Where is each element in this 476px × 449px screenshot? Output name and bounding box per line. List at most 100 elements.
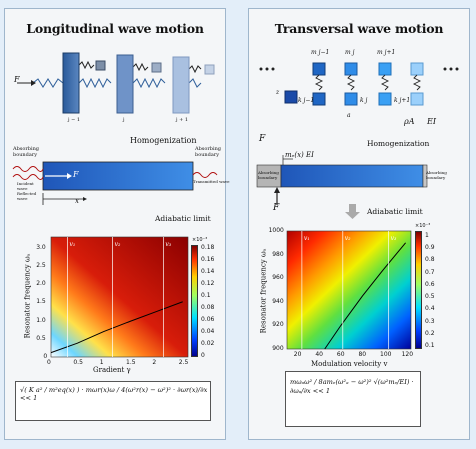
field-label: mₑ(x) EI: [285, 151, 314, 159]
colorbar: [415, 231, 422, 349]
mass-spring-chain: [17, 52, 215, 114]
x-tick-label: 1: [99, 359, 104, 366]
transmitted-wave-label: Transmitted wave: [193, 179, 230, 184]
velocity-marker-label: v₁: [304, 235, 310, 242]
rho-a-label: ρA: [404, 117, 415, 126]
colorbar-tick-label: 0.7: [425, 268, 435, 276]
colorbar-exponent: ×10⁻³: [415, 223, 431, 229]
threshold-curve: [324, 242, 406, 350]
colorbar-tick-label: 0.14: [201, 268, 215, 275]
colorbar-tick-label: 0.2: [425, 329, 435, 337]
y-tick-label: 900: [272, 345, 284, 352]
colorbar-tick-label: 0.6: [425, 280, 435, 288]
y-tick-label: 3.0: [36, 243, 46, 251]
colorbar-tick-label: 0.5: [425, 293, 435, 301]
longitudinal-panel: Longitudinal wave motion F j − 1 j j + 1…: [4, 8, 230, 440]
colorbar-tick-label: 1: [425, 232, 429, 239]
chain-index: j: [123, 117, 125, 123]
colorbar-tick-label: 0.3: [425, 317, 435, 325]
y-tick-label: 2.0: [36, 280, 46, 288]
panel-title: Longitudinal wave motion: [26, 21, 204, 36]
x-axis-label: x: [75, 197, 79, 205]
velocity-marker-label: v₂: [115, 241, 121, 248]
colorbar-tick-label: 0.04: [201, 328, 215, 335]
absorbing-boundary-right: Absorbing boundary: [426, 170, 447, 180]
colorbar-tick-label: 0.4: [425, 305, 435, 313]
colorbar-tick-label: 0.8: [425, 256, 435, 264]
x-tick-label: 40: [315, 351, 323, 358]
left-heatmap-svg: v₁ v₂ v₃: [50, 236, 189, 358]
adiabatic-condition-formula: mωₐω² / 8amₑ(ω²ₐ − ω²)² √(ω²mₑ/EI) · ∂ωₐ…: [285, 371, 421, 427]
adiabatic-limit-label: Adiabatic limit: [367, 207, 423, 216]
z-label: z: [276, 89, 280, 96]
y-tick-label: 960: [272, 274, 284, 282]
mass-label: m j+1: [377, 49, 396, 56]
y-tick-label: 1000: [268, 227, 284, 234]
force-label: F: [259, 134, 266, 144]
right-heatmap-svg: v₁ v₂ v₃: [286, 230, 412, 350]
homogenization-label: Homogenization: [367, 139, 430, 148]
force-label: F: [14, 75, 20, 84]
x-tick-label: 1.5: [126, 359, 136, 366]
colorbar: [191, 245, 198, 357]
heatmap-plot-area: [286, 230, 412, 350]
absorbing-boundary-left: Absorbing boundary: [258, 170, 279, 180]
x-tick-label: 60: [336, 351, 345, 358]
homogenized-beam: [256, 155, 428, 219]
x-axis-title: Gradient γ: [93, 366, 131, 374]
x-tick-label: 80: [358, 351, 367, 358]
colorbar-tick-label: 0.08: [201, 304, 215, 311]
panel-title: Transversal wave motion: [274, 21, 444, 36]
spring-label: k j: [360, 97, 368, 104]
y-tick-label: 1.0: [36, 316, 46, 324]
y-axis-title: Resonator frequency ωₐ: [259, 248, 268, 334]
bar-force-label: F: [73, 170, 79, 179]
colorbar-tick-label: 0.16: [201, 256, 215, 263]
heatmap-plot-area: [50, 236, 189, 358]
x-tick-label: 2: [152, 359, 157, 366]
x-tick-label: 2.5: [178, 359, 189, 366]
colorbar-tick-label: 0.12: [201, 280, 215, 287]
threshold-curve: [50, 301, 183, 354]
transversal-panel: Transversal wave motion m j−1 m j m j+1 …: [248, 8, 470, 440]
colorbar-tick-label: 0.9: [425, 244, 435, 252]
x-tick-label: 0: [47, 359, 51, 366]
chain-index: j + 1: [176, 117, 189, 123]
y-tick-label: 940: [272, 297, 284, 305]
colorbar-tick-label: 0.06: [201, 316, 215, 323]
spring-label: k j+1: [394, 97, 411, 104]
y-tick-label: 0.5: [36, 334, 46, 342]
colorbar-exponent: ×10⁻³: [192, 237, 208, 243]
velocity-marker-label: v₃: [391, 235, 397, 242]
velocity-marker-label: v₃: [165, 241, 171, 248]
x-axis-title: Modulation velocity v: [311, 360, 388, 368]
y-tick-label: 1.5: [36, 298, 46, 306]
y-tick-label: 920: [272, 321, 284, 329]
homogenization-label: Homogenization: [130, 136, 197, 145]
homogenized-bar: [12, 161, 218, 205]
x-tick-label: 120: [401, 351, 414, 358]
y-tick-label: 0: [43, 353, 48, 360]
formula-text: √( K a² / m²eq(x) ) · mωr(x)ω / 4(ω²r(x)…: [20, 386, 208, 402]
y-axis-title: Resonator frequency ωₐ: [23, 253, 32, 339]
spring-label: k j−1: [298, 97, 315, 104]
bar-force-label: F: [273, 203, 280, 213]
colorbar-tick-label: 0.1: [201, 292, 211, 299]
colorbar-tick-label: 0.1: [425, 342, 435, 349]
colorbar-tick-label: 0: [201, 352, 205, 359]
resonator-chain: [259, 62, 459, 106]
colorbar-tick-label: 0.18: [201, 244, 215, 251]
x-tick-label: 100: [380, 351, 392, 358]
adiabatic-condition-formula: √( K a² / m²eq(x) ) · mωr(x)ω / 4(ω²r(x)…: [15, 381, 211, 421]
velocity-marker-label: v₁: [69, 241, 75, 248]
colorbar-tick-label: 0.02: [201, 340, 215, 347]
absorbing-boundary-left: Absorbing boundary: [13, 146, 39, 158]
chain-index: j − 1: [68, 117, 81, 123]
y-tick-label: 2.5: [36, 262, 46, 270]
mass-label: m j: [345, 49, 355, 56]
a-label: a: [347, 112, 351, 119]
incident-wave-label: Incident wave Reflected wave: [17, 181, 37, 201]
x-tick-label: 20: [293, 351, 302, 358]
velocity-marker-label: v₂: [345, 235, 351, 242]
mass-label: m j−1: [311, 49, 330, 56]
